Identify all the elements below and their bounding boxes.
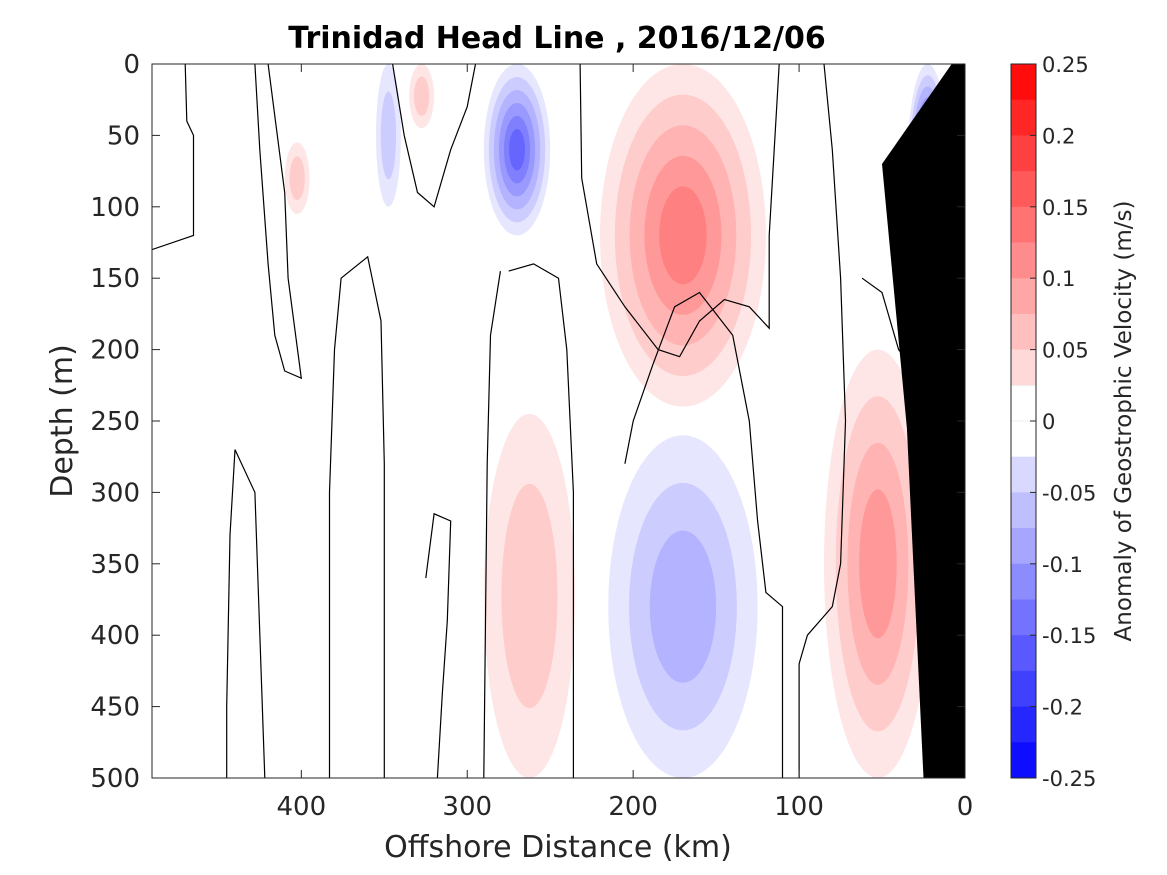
colorbar-level (1011, 670, 1036, 708)
seafloor (882, 64, 965, 778)
zero-contour-line (152, 64, 195, 251)
velocity-region (409, 64, 435, 129)
colorbar-level (1011, 313, 1036, 351)
x-tick-label: 300 (442, 792, 492, 822)
x-tick-label: 0 (957, 792, 974, 822)
zero-contour-line (254, 64, 303, 380)
y-tick-label: 200 (90, 336, 140, 366)
zero-contour-line (425, 512, 452, 778)
x-tick-label: 100 (774, 792, 824, 822)
colorbar-level (1011, 492, 1036, 529)
colorbar-level (1011, 635, 1036, 672)
plot-area (151, 63, 966, 779)
velocity-level-band (380, 91, 397, 180)
colorbar: 0.25 0.2 0.15 0.1 0.05 0 -0.05 -0.1 -0.15 -0.2 -0.… (1010, 53, 1096, 791)
colorbar-tick-label: -0.2 (1042, 696, 1083, 720)
velocity-level-band (508, 128, 526, 171)
colorbar-tick-label: 0.25 (1042, 53, 1089, 77)
zero-contour-line (483, 271, 501, 778)
colorbar-tick-label: 0.1 (1042, 267, 1075, 291)
colorbar-level (1011, 742, 1036, 779)
zero-contour-line (624, 291, 784, 778)
y-tick-label: 450 (90, 693, 140, 723)
velocity-level-band (649, 530, 717, 683)
colorbar-level (1011, 242, 1036, 279)
velocity-level-band (289, 156, 305, 201)
chart-title: Trinidad Head Line , 2016/12/06 (288, 21, 825, 56)
colorbar-tick-label: 0 (1042, 410, 1055, 434)
zero-contour-line (798, 64, 847, 778)
velocity-level-band (501, 483, 558, 708)
zero-contour-line (226, 449, 266, 778)
velocity-region (483, 64, 551, 236)
colorbar-level (1011, 278, 1036, 315)
colorbar-level (1011, 206, 1036, 243)
colorbar-level (1011, 706, 1036, 743)
x-tick-label: 400 (277, 792, 327, 822)
zero-contour-line (328, 255, 385, 778)
colorbar-tick-label: 0.2 (1042, 124, 1075, 148)
velocity-level-band (859, 489, 897, 639)
velocity-region (599, 64, 766, 407)
y-tick-label: 100 (90, 193, 140, 223)
colorbar-level (1011, 135, 1036, 172)
x-axis-title: Offshore Distance (km) (384, 830, 732, 865)
velocity-region (608, 435, 758, 778)
y-axis: 0 50 100 150 200 250 300 350 400 450 500 (90, 50, 965, 794)
y-tick-label: 400 (90, 621, 140, 651)
colorbar-level (1011, 528, 1036, 565)
y-tick-label: 350 (90, 550, 140, 580)
zero-contour-line (579, 64, 780, 358)
seafloor-layer (882, 64, 965, 778)
colorbar-level (1010, 385, 1037, 422)
colorbar-level (1011, 349, 1036, 386)
zero-contour-line (508, 263, 574, 778)
velocity-region (483, 413, 576, 778)
y-tick-label: 250 (90, 407, 140, 437)
colorbar-tick-label: -0.1 (1042, 553, 1083, 577)
colorbar-level (1010, 420, 1037, 458)
velocity-level-band (659, 186, 707, 285)
x-tick-label: 200 (608, 792, 658, 822)
colorbar-level (1011, 99, 1036, 136)
colorbar-tick-label: -0.05 (1042, 481, 1096, 505)
colorbar-level (1011, 456, 1036, 493)
zero-contour-layer (152, 64, 933, 778)
colorbar-tick-label: 0.05 (1042, 339, 1089, 363)
colorbar-level (1011, 64, 1036, 101)
colorbar-title: Anomaly of Geostrophic Velocity (m/s) (1111, 201, 1137, 642)
velocity-region (284, 142, 310, 214)
zero-contour-line (392, 64, 477, 208)
colorbar-level (1011, 563, 1036, 600)
y-tick-label: 50 (107, 121, 140, 151)
colorbar-tick-label: -0.15 (1042, 624, 1096, 648)
y-tick-label: 0 (123, 50, 140, 80)
y-tick-label: 150 (90, 264, 140, 294)
velocity-region (375, 64, 401, 207)
colorbar-level (1011, 599, 1036, 636)
y-tick-label: 300 (90, 478, 140, 508)
colorbar-level (1011, 171, 1036, 208)
velocity-level-band (413, 76, 430, 116)
x-axis: 400 300 200 100 0 (277, 64, 974, 822)
velocity-region (823, 349, 932, 778)
y-axis-title: Depth (m) (45, 344, 80, 498)
colorbar-tick-label: -0.25 (1042, 767, 1096, 791)
y-tick-label: 500 (90, 764, 140, 794)
colorbar-tick-label: 0.15 (1042, 196, 1089, 220)
